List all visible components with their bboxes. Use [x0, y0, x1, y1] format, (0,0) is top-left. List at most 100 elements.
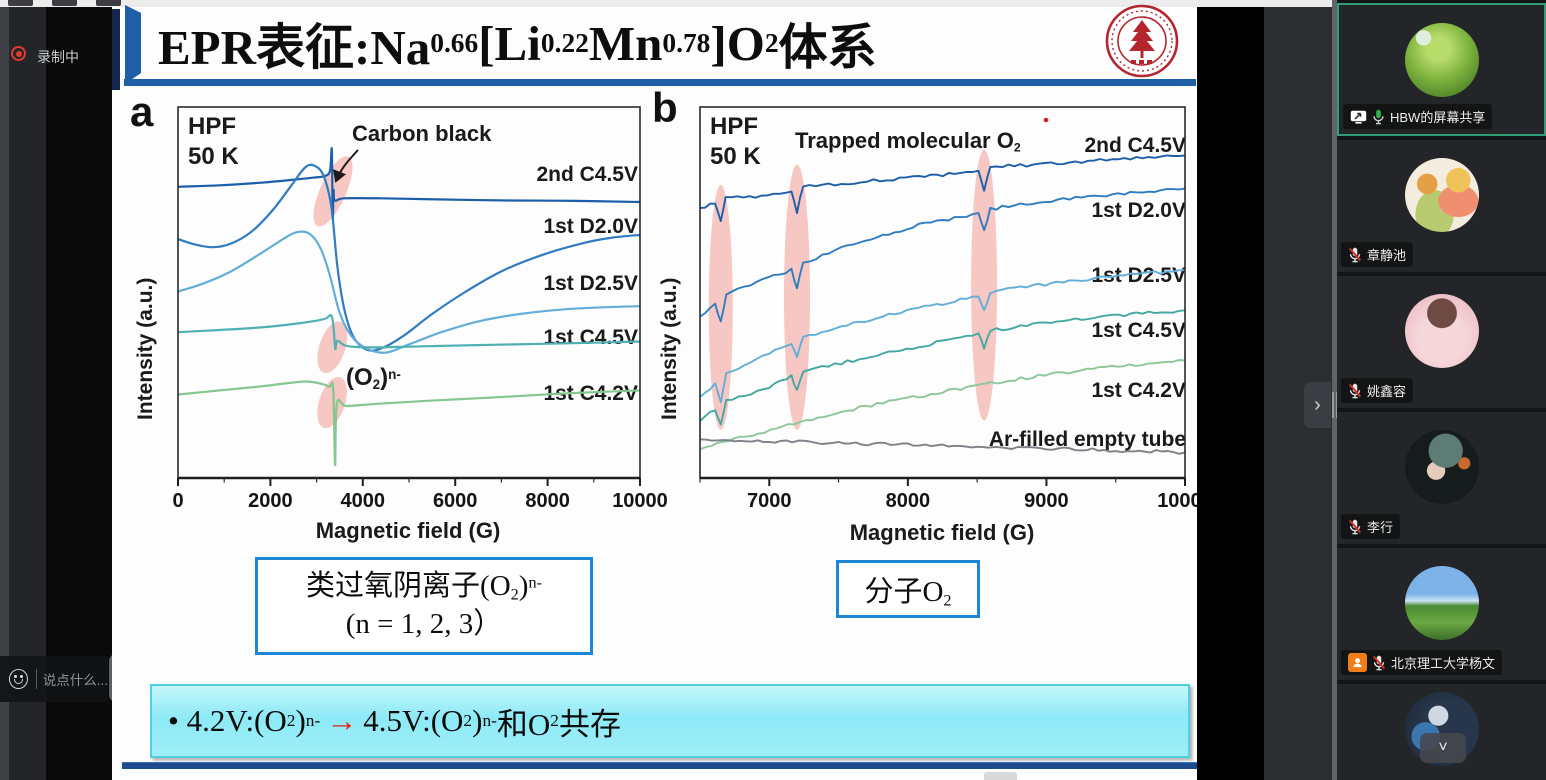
banner-part: ) [472, 703, 483, 738]
callout-part: 2 [943, 591, 952, 610]
peroxide-peak-label: (O2)n- [346, 364, 401, 392]
participant-name: 姚鑫容 [1367, 384, 1407, 399]
panel-a-ylabel: Intensity (a.u.) [134, 277, 157, 420]
participant-namebar: 北京理工大学杨文 [1341, 650, 1503, 675]
participant-tile[interactable]: 李行 [1337, 412, 1546, 544]
window-tab[interactable] [8, 0, 33, 6]
letterbox-strip [1197, 7, 1264, 780]
recording-indicator[interactable]: 录制中 [0, 20, 110, 65]
participant-tile[interactable]: 章静池 [1337, 140, 1546, 272]
curve-label: 1st C4.5V [543, 326, 638, 349]
recording-label: 录制中 [37, 49, 79, 65]
curve-label: 2nd C4.5V [1084, 134, 1186, 157]
curve-label: 1st C4.5V [1091, 319, 1186, 342]
participant-name: 北京理工大学杨文 [1391, 656, 1496, 671]
participant-namebar: 姚鑫容 [1341, 378, 1414, 403]
callout-part: 类过氧阴离子(O [306, 570, 511, 603]
participant-tile-partial[interactable] [1337, 684, 1546, 780]
callout-part: 分子O [864, 575, 944, 608]
banner-part: 和O [496, 706, 551, 742]
title-part: [Li [478, 15, 541, 71]
banner-part: ) [295, 703, 306, 738]
participant-tile[interactable]: 姚鑫容 [1337, 276, 1546, 408]
conclusion-banner: • 4.2V:(O 2) n- → 4.5V:(O 2) n- 和O 2 共存 [150, 684, 1190, 758]
window-tab[interactable] [96, 0, 121, 6]
curve-label: 1st C4.2V [1091, 379, 1186, 402]
panel-b-xlabel: Magnetic field (G) [849, 520, 1035, 545]
curve-label: 1st D2.0V [543, 215, 638, 238]
window-top-strip [0, 0, 1546, 7]
banner-part: n- [482, 711, 497, 730]
condition-line: 50 K [710, 143, 761, 170]
avatar [1404, 158, 1479, 232]
label-part: n- [388, 366, 401, 382]
mic-on-icon [1373, 109, 1384, 124]
curve-label: 2nd C4.5V [536, 163, 638, 186]
participant-name: 李行 [1367, 520, 1394, 535]
callout-part: n- [528, 574, 542, 593]
participant-tile-sharing[interactable]: HBW的屏幕共享 [1337, 3, 1546, 136]
mic-muted-icon [1348, 247, 1362, 262]
panel-a-xlabel: Magnetic field (G) [315, 518, 501, 543]
bottom-ui-fragment [984, 772, 1017, 780]
participant-namebar: 李行 [1341, 514, 1401, 539]
panel-b-letter: b [652, 84, 678, 131]
avatar [1404, 23, 1479, 97]
chat-input[interactable]: 说点什么... [42, 673, 108, 688]
university-seal-logo [1105, 4, 1179, 78]
mic-muted-icon [1372, 655, 1386, 670]
curve-label: 1st C4.2V [543, 382, 638, 405]
callout-part: 2 [510, 585, 519, 604]
curve-label: 1st D2.0V [1091, 199, 1186, 222]
panel-b-condition: HPF 50 K [710, 112, 761, 172]
banner-part: • 4.2V:(O [168, 703, 287, 738]
mic-muted-icon [1348, 519, 1362, 534]
panel-a-letter: a [130, 88, 154, 135]
avatar [1404, 430, 1479, 504]
participant-namebar: 章静池 [1341, 242, 1414, 267]
molecular-o2-callout-box: 分子O2 [836, 560, 980, 618]
sidebar-expand-button[interactable]: › [1304, 382, 1331, 428]
left-panel [0, 7, 112, 780]
participant-tile[interactable]: 北京理工大学杨文 [1337, 548, 1546, 680]
label-part: ) [380, 364, 389, 391]
scroll-participants-down-button[interactable]: ˅ [1420, 733, 1466, 763]
title-accent-bar-dark [112, 9, 120, 90]
title-part: 0.22 [540, 27, 589, 58]
avatar [1404, 294, 1479, 368]
title-part: 0.78 [662, 27, 711, 58]
label-part: (O [346, 364, 373, 391]
red-arrow: → [326, 703, 358, 738]
banner-part: n- [305, 711, 321, 730]
avatar [1404, 566, 1479, 640]
banner-part: 2 [463, 711, 473, 730]
title-part: 体系 [778, 19, 877, 75]
title-accent-bar-blue [125, 5, 141, 84]
recording-dot-icon [11, 46, 26, 61]
title-part: EPR表征:Na [158, 19, 431, 75]
sidebar-divider [1332, 0, 1337, 780]
title-part: 0.66 [430, 27, 479, 58]
banner-part: 2 [550, 711, 559, 730]
mic-muted-icon [1348, 383, 1362, 398]
callout-line2: (n = 1, 2, 3） [345, 608, 503, 640]
callout-line1: 分子O2 [864, 568, 951, 611]
condition-line: HPF [710, 113, 758, 140]
chat-bar[interactable]: 说点什么... [0, 656, 108, 702]
member-badge-icon [1348, 653, 1367, 672]
title-part: Mn [588, 15, 663, 71]
panel-b-ylabel: Intensity (a.u.) [658, 277, 681, 420]
emoji-icon[interactable] [9, 669, 28, 689]
slide-title: EPR表征:Na 0.66 [Li 0.22 Mn 0.78]O 2 体系 [158, 6, 1088, 80]
banner-part: 4.5V:(O [363, 703, 464, 738]
chat-divider [35, 669, 37, 689]
participant-name: HBW的屏幕共享 [1390, 110, 1486, 125]
curve-label: 1st D2.5V [543, 272, 638, 295]
window-tab[interactable] [52, 0, 77, 6]
condition-line: HPF [188, 113, 236, 140]
participant-name: 章静池 [1367, 248, 1407, 263]
resize-handle[interactable] [1332, 392, 1334, 418]
participant-namebar: HBW的屏幕共享 [1343, 104, 1493, 129]
slide-bottom-rule [122, 762, 1198, 769]
